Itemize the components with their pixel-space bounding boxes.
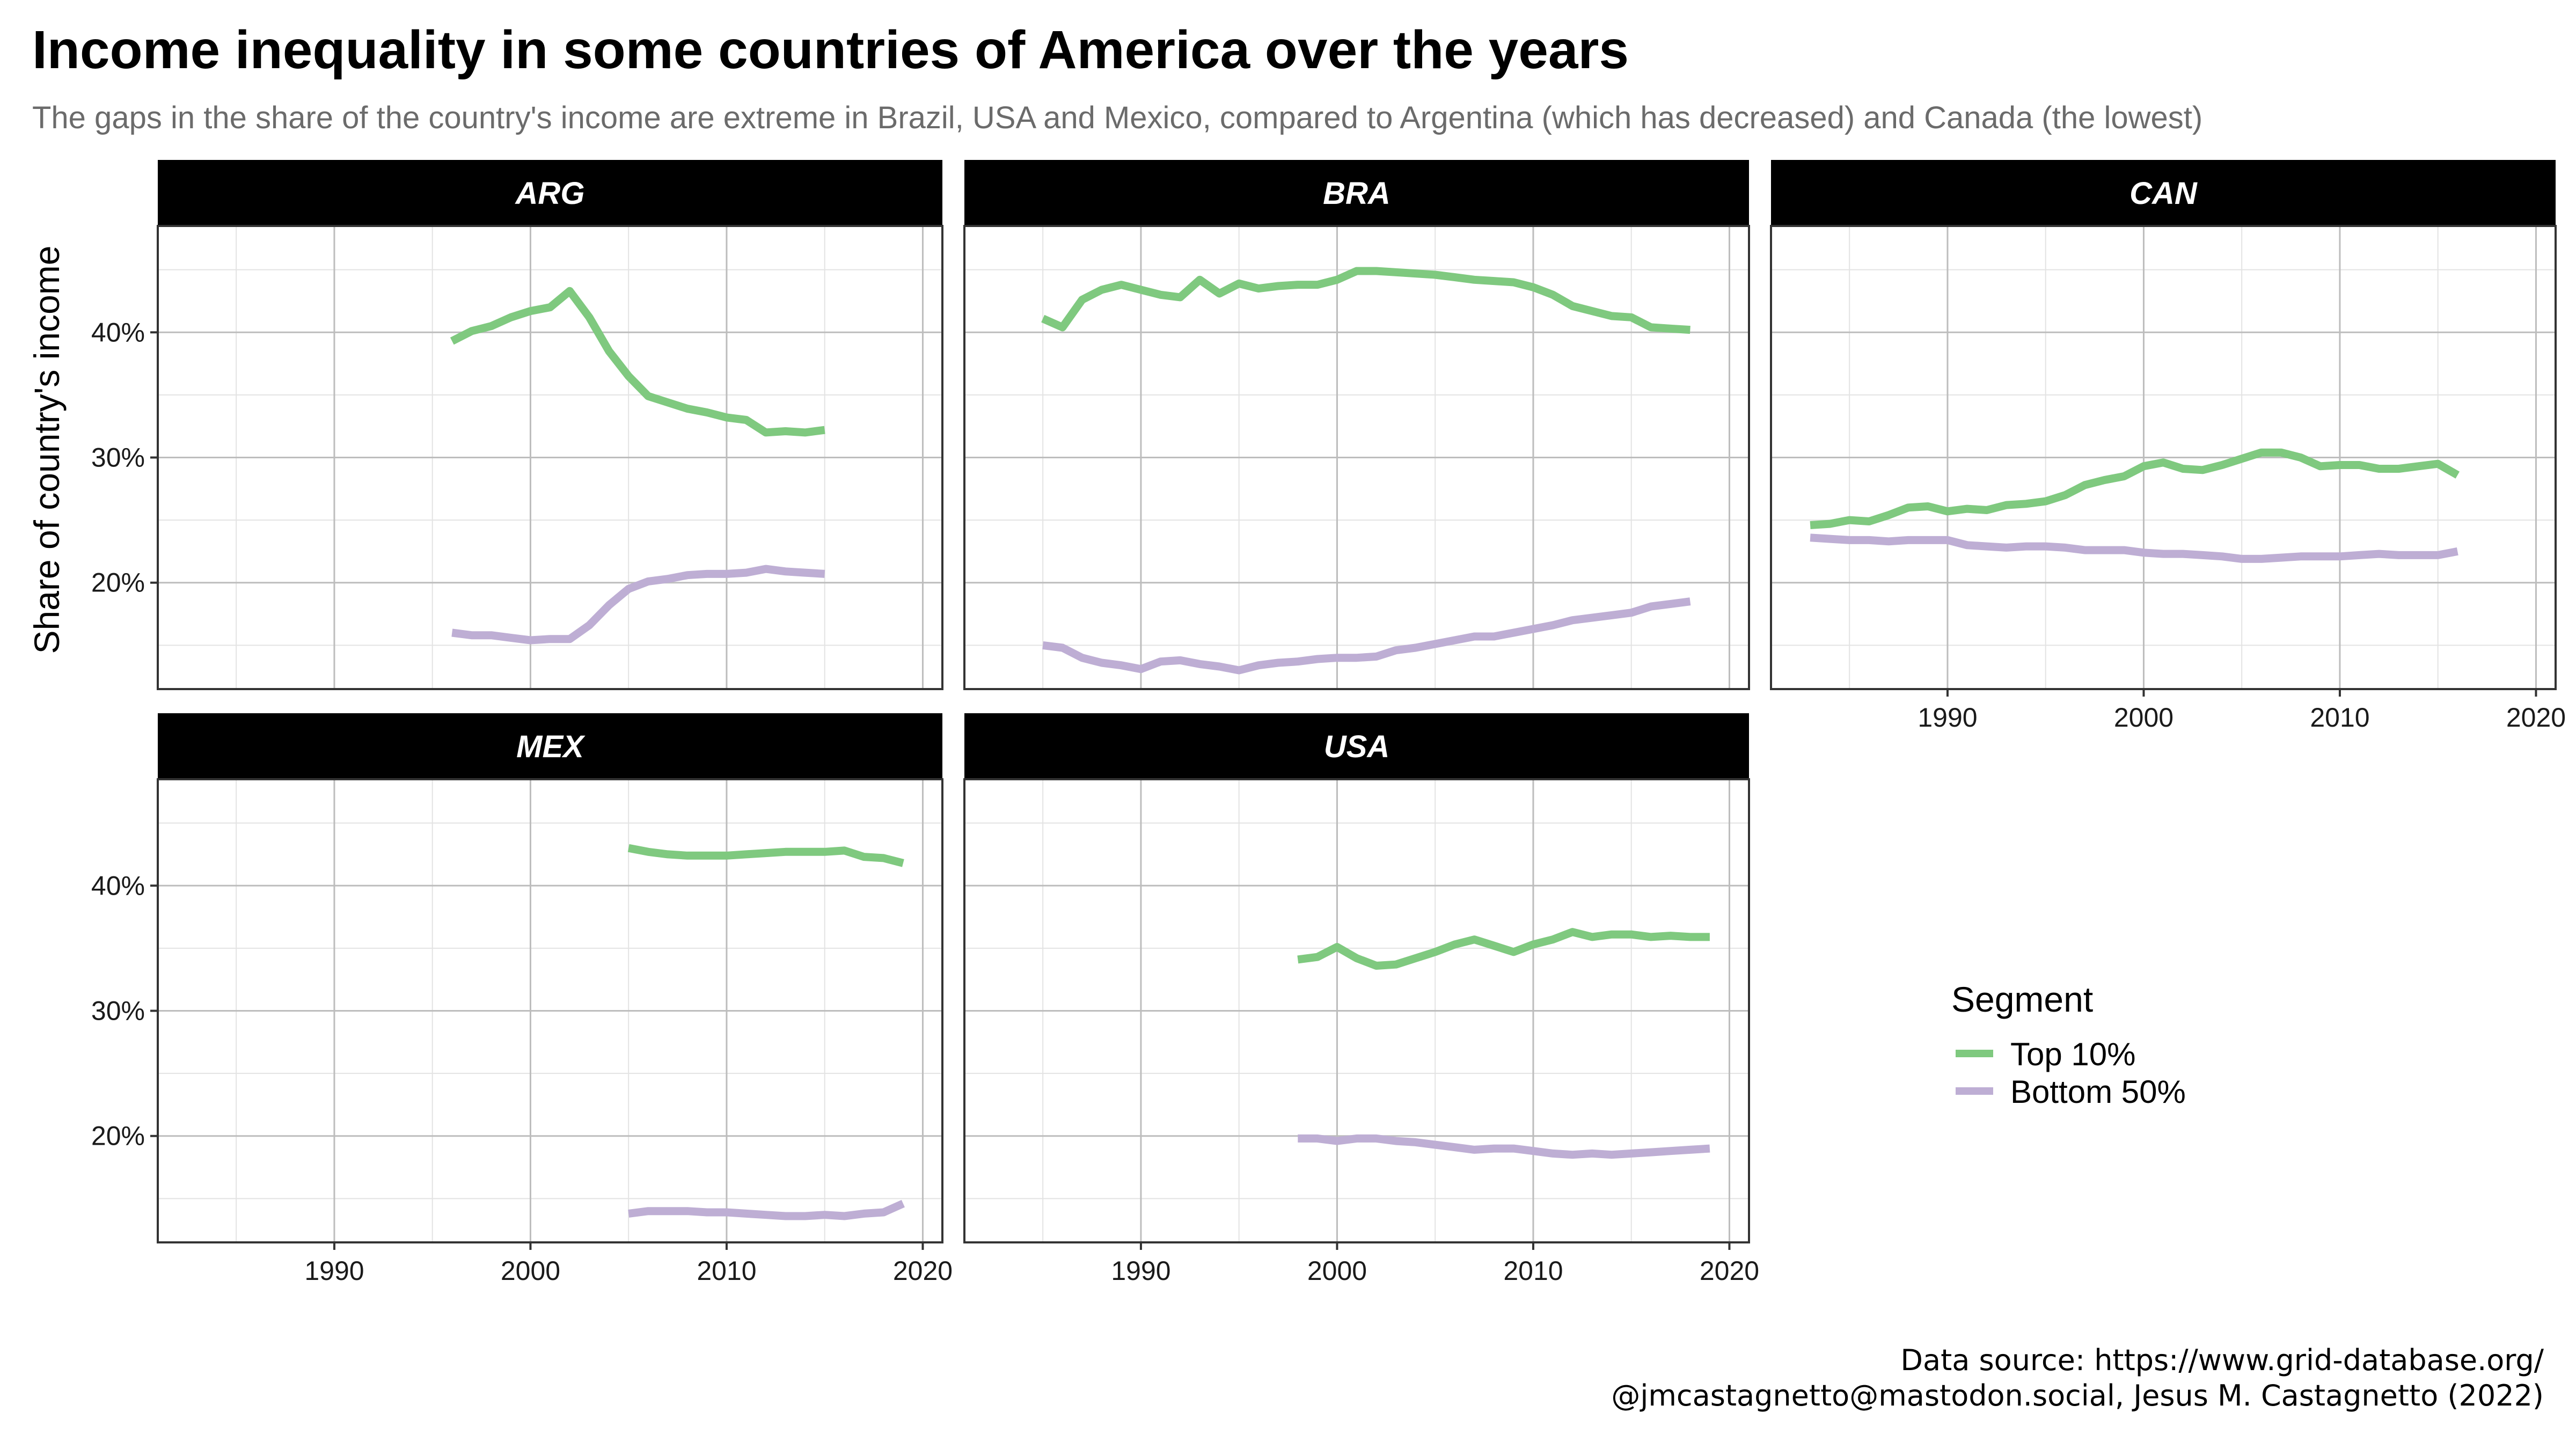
facet-strip [158, 160, 942, 226]
panel-border [1770, 225, 2557, 690]
series-line-bottom50 [1042, 597, 1691, 675]
caption: Data source: https://www.grid-database.o… [1611, 1343, 2544, 1414]
series-line-top10 [1041, 267, 1690, 334]
panel-border [963, 778, 1750, 1243]
facet-strip [1771, 160, 2556, 226]
series-line-top10 [450, 287, 825, 437]
facet-strip-label: MEX [516, 729, 586, 764]
caption-source: Data source: https://www.grid-database.o… [1900, 1343, 2544, 1377]
x-tick-label: 1990 [304, 1256, 364, 1286]
facet-strip-label: BRA [1323, 176, 1391, 211]
facet-panels: ARG 20% 30% 40% BRA CAN 1990 2000 2010 2020 MEX 20%… [91, 160, 2566, 1286]
series-line-bottom50 [1810, 533, 2458, 563]
facet-strip [964, 713, 1749, 779]
y-tick-label: 40% [91, 870, 145, 901]
x-tick-label: 2000 [1307, 1256, 1367, 1286]
x-tick-label: 2020 [2506, 702, 2566, 733]
facet-mex: MEX 20% 30% 40% 1990 2000 2010 2020 [91, 713, 953, 1286]
facet-strip-label: ARG [515, 176, 585, 211]
y-tick-label: 40% [91, 317, 145, 347]
facet-can: CAN 1990 2000 2010 2020 [1770, 160, 2566, 733]
x-tick-label: 2010 [697, 1256, 756, 1286]
facet-strip-label: USA [1324, 729, 1389, 764]
x-tick-label: 2010 [1503, 1256, 1563, 1286]
y-tick-label: 20% [91, 568, 145, 598]
chart-title: Income inequality in some countries of A… [32, 20, 1629, 80]
facet-strip [964, 160, 1749, 226]
facet-strip [158, 713, 942, 779]
legend-title: Segment [1951, 979, 2093, 1019]
x-tick-label: 2000 [501, 1256, 560, 1286]
y-tick-label: 20% [91, 1121, 145, 1151]
series-line-bottom50 [628, 1199, 905, 1220]
caption-author: @jmcastagnetto@mastodon.social, Jesus M.… [1611, 1379, 2544, 1413]
x-tick-label: 2020 [893, 1256, 953, 1286]
series-line-top10 [627, 844, 904, 867]
x-tick-label: 2000 [2114, 702, 2174, 733]
legend-label-bottom50: Bottom 50% [2010, 1074, 2186, 1110]
y-tick-label: 30% [91, 443, 145, 473]
x-tick-label: 2010 [2310, 702, 2369, 733]
x-tick-label: 2020 [1700, 1256, 1759, 1286]
chart-subtitle: The gaps in the share of the country's i… [32, 100, 2203, 135]
x-tick-label: 1990 [1111, 1256, 1170, 1286]
panel-border [963, 225, 1750, 690]
series-line-top10 [1810, 448, 2460, 529]
legend: Segment Top 10% Bottom 50% [1951, 979, 2186, 1110]
x-tick-label: 1990 [1918, 702, 1977, 733]
y-axis-label: Share of country's income [27, 246, 67, 654]
facet-usa: USA 1990 2000 2010 2020 [963, 713, 1759, 1286]
facet-bra: BRA [963, 160, 1750, 690]
series-line-bottom50 [451, 565, 825, 645]
series-line-bottom50 [1298, 1134, 1710, 1159]
legend-label-top10: Top 10% [2010, 1036, 2136, 1072]
y-tick-label: 30% [91, 996, 145, 1026]
facet-strip-label: CAN [2129, 176, 2198, 211]
series-line-top10 [1297, 928, 1710, 970]
facet-arg: ARG 20% 30% 40% [91, 160, 943, 690]
